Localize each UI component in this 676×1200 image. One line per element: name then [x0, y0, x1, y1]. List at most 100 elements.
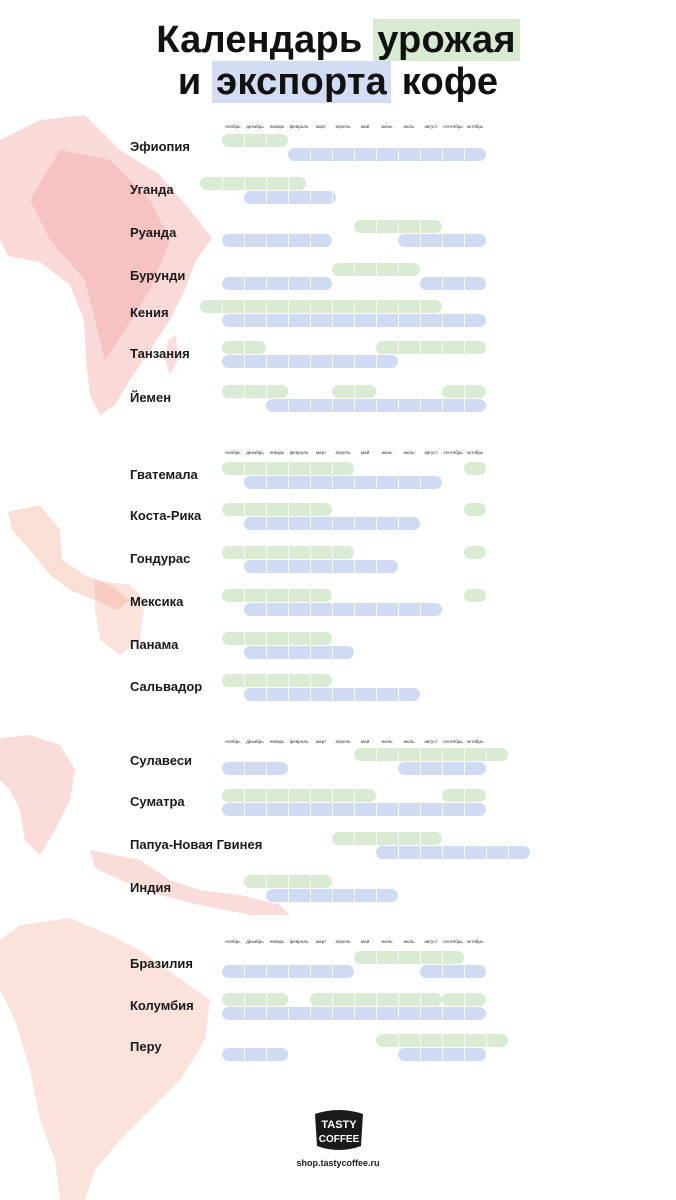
month-divider: [310, 148, 311, 161]
month-label: октябрь: [466, 450, 484, 455]
month-divider: [464, 148, 465, 161]
month-divider: [464, 965, 465, 978]
month-divider: [310, 517, 311, 530]
month-divider: [266, 789, 267, 802]
month-divider: [398, 603, 399, 616]
month-divider: [288, 646, 289, 659]
export-bar: [398, 1048, 486, 1061]
harvest-bar: [222, 993, 288, 1006]
month-divider: [266, 177, 267, 190]
month-divider: [244, 134, 245, 147]
month-divider: [288, 546, 289, 559]
harvest-bar: [442, 385, 486, 398]
export-bar: [244, 191, 337, 204]
month-divider: [442, 1048, 443, 1061]
month-divider: [398, 832, 399, 845]
country-label: Сулавеси: [130, 753, 193, 768]
month-divider: [332, 191, 333, 204]
month-divider: [288, 1007, 289, 1020]
month-divider: [310, 476, 311, 489]
month-label: сентябрь: [443, 939, 463, 944]
month-divider: [288, 889, 289, 902]
month-divider: [398, 951, 399, 964]
country-label: Руанда: [130, 225, 177, 240]
month-divider: [310, 462, 311, 475]
month-divider: [442, 846, 443, 859]
month-label: декабрь: [246, 739, 264, 744]
harvest-bar: [332, 385, 376, 398]
month-divider: [420, 300, 421, 313]
month-divider: [266, 355, 267, 368]
month-divider: [288, 300, 289, 313]
month-divider: [398, 688, 399, 701]
month-label: август: [424, 124, 438, 129]
month-divider: [222, 177, 223, 190]
month-divider: [376, 951, 377, 964]
month-divider: [244, 546, 245, 559]
export-bar: [244, 603, 442, 616]
month-divider: [288, 875, 289, 888]
month-divider: [332, 803, 333, 816]
harvest-bar: [200, 300, 442, 313]
month-divider: [244, 300, 245, 313]
month-divider: [376, 889, 377, 902]
month-divider: [332, 560, 333, 573]
month-divider: [354, 385, 355, 398]
month-divider: [288, 688, 289, 701]
harvest-bar: [442, 993, 486, 1006]
harvest-bar: [222, 632, 332, 645]
month-label: декабрь: [246, 124, 264, 129]
month-divider: [442, 951, 443, 964]
month-divider: [464, 1007, 465, 1020]
harvest-bar: [464, 503, 486, 516]
month-divider: [354, 1007, 355, 1020]
month-divider: [266, 965, 267, 978]
month-divider: [464, 314, 465, 327]
month-divider: [464, 1034, 465, 1047]
country-label: Йемен: [130, 390, 172, 405]
month-label: апрель: [335, 939, 351, 944]
madagascar-shape: [165, 335, 178, 375]
month-divider: [266, 646, 267, 659]
month-divider: [310, 889, 311, 902]
export-bar: [222, 1048, 288, 1061]
chart-title-line-2: и экспорта кофе: [0, 60, 676, 104]
month-divider: [420, 1007, 421, 1020]
month-label: март: [315, 450, 327, 455]
month-divider: [332, 300, 333, 313]
month-divider: [244, 993, 245, 1006]
month-divider: [266, 503, 267, 516]
month-divider: [376, 314, 377, 327]
month-divider: [332, 148, 333, 161]
month-divider: [332, 462, 333, 475]
month-label: июль: [403, 124, 415, 129]
month-divider: [442, 234, 443, 247]
month-divider: [354, 832, 355, 845]
month-divider: [398, 517, 399, 530]
month-divider: [354, 560, 355, 573]
month-divider: [244, 341, 245, 354]
title-highlight-harvest: урожая: [373, 19, 520, 61]
month-divider: [376, 263, 377, 276]
month-divider: [288, 399, 289, 412]
month-label: май: [360, 739, 370, 744]
harvest-bar: [200, 177, 306, 190]
month-divider: [420, 803, 421, 816]
month-divider: [442, 341, 443, 354]
month-divider: [464, 385, 465, 398]
month-label: июнь: [381, 939, 393, 944]
harvest-bar: [222, 589, 332, 602]
month-label: ноябрь: [225, 939, 241, 944]
country-label: Эфиопия: [130, 139, 190, 154]
month-divider: [288, 277, 289, 290]
month-label: сентябрь: [443, 124, 463, 129]
month-label: февраль: [289, 124, 309, 129]
month-divider: [398, 1007, 399, 1020]
month-label: март: [315, 739, 327, 744]
month-divider: [310, 965, 311, 978]
month-divider: [486, 1034, 487, 1047]
export-bar: [398, 234, 486, 247]
month-divider: [420, 476, 421, 489]
month-divider: [398, 314, 399, 327]
export-bar: [288, 148, 486, 161]
